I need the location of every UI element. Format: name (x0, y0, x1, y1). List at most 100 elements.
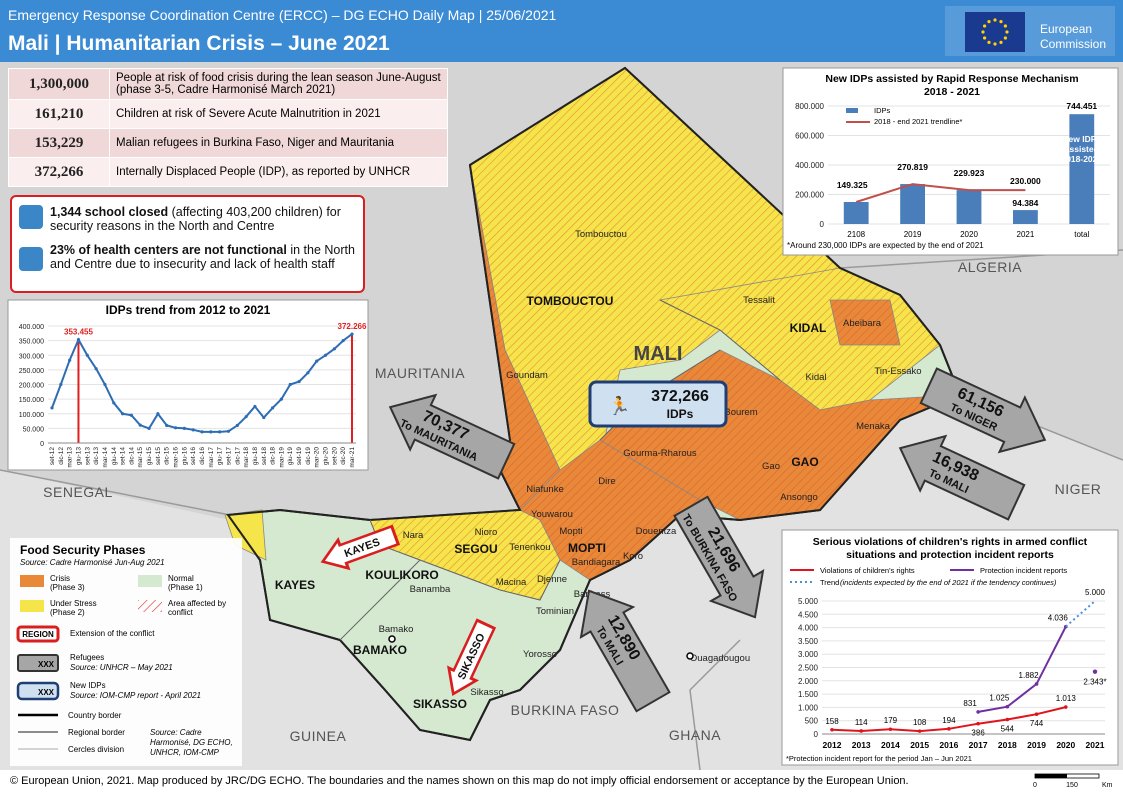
legend-swatch (20, 575, 44, 587)
capital-dot (388, 635, 396, 643)
data-label: 831 (963, 699, 977, 708)
data-label: 179 (884, 716, 898, 725)
legend-source: Source: IOM-CMP report - April 2021 (70, 691, 201, 700)
arrow-shape (673, 495, 765, 619)
conflict-hatch (520, 440, 700, 580)
y-tick-label: 200.000 (795, 191, 824, 200)
legend-credit: Harmonisé, DG ECHO, (150, 738, 233, 747)
figure-text: Malian refugees in Burkina Faso, Niger a… (109, 128, 448, 158)
logo-text: European (1040, 22, 1092, 36)
arrow-shape (898, 434, 1026, 521)
region-label: BAMAKO (353, 643, 407, 657)
figure-value: 161,210 (8, 99, 110, 129)
y-tick-label: 250.000 (19, 368, 44, 375)
data-label: 4.036 (1048, 614, 1069, 623)
eu-star (987, 20, 991, 24)
place-label: Tenenkou (509, 542, 550, 553)
alert-bold: 23% of health centers are not functional (50, 243, 287, 257)
y-tick-label: 350.000 (19, 339, 44, 346)
series-point (976, 710, 980, 714)
data-label: 194 (942, 716, 956, 725)
x-tick-label: mar-13 (67, 447, 74, 468)
place-label: Goundam (506, 370, 548, 381)
place-label: Bamako (379, 624, 414, 635)
figure-value: 1,300,000 (8, 68, 110, 100)
y-tick-label: 800.000 (795, 102, 824, 111)
x-tick-label: mar-16 (173, 447, 180, 468)
country-label: ALGERIA (958, 259, 1022, 275)
legend-label: New IDPs (70, 681, 106, 690)
x-tick-label: giu-17 (217, 447, 224, 465)
legend-label: Refugees (70, 653, 104, 662)
x-tick-label: 2108 (847, 230, 865, 239)
country-label: SENEGAL (43, 484, 113, 500)
trend-point (103, 382, 107, 387)
data-label: 744 (1030, 719, 1044, 728)
x-tick-label: total (1074, 230, 1089, 239)
trend-point (50, 406, 54, 410)
y-tick-label: 3.500 (798, 637, 819, 646)
x-tick-label: giu-19 (287, 447, 294, 465)
x-tick-label: 2019 (1027, 740, 1046, 750)
trend-point (279, 397, 284, 401)
eu-star (1003, 24, 1007, 28)
x-tick-label: dic-14 (128, 447, 135, 465)
place-label: Menaka (856, 421, 891, 432)
y-tick-label: 1.500 (798, 690, 819, 699)
conflict-hatch (830, 300, 900, 345)
y-tick-label: 5.000 (798, 597, 819, 606)
figure-text: People at risk of food crisis during the… (109, 68, 448, 100)
eu-star (987, 40, 991, 44)
x-tick-label: set-16 (190, 447, 197, 465)
y-tick-label: 200.000 (19, 383, 44, 390)
arrow-shape (320, 524, 401, 571)
bar (900, 184, 926, 224)
region-label: SEGOU (454, 542, 497, 556)
trend-point (76, 338, 81, 342)
y-tick-label: 3.000 (798, 650, 819, 659)
header-title: Mali | Humanitarian Crisis – June 2021 (8, 32, 390, 55)
figure-value: 153,229 (8, 128, 110, 158)
x-tick-label: set-18 (261, 447, 268, 465)
legend-source: Source: Cadre Harmonisé Jun-Aug 2021 (20, 558, 165, 567)
data-label: 1.882 (1019, 671, 1040, 680)
bar (843, 201, 869, 224)
trend-point (191, 428, 195, 432)
place-label: Ouagadougou (690, 653, 750, 664)
scale-label: 150 (1066, 782, 1078, 789)
trend-point (226, 429, 231, 433)
y-tick-label: 50.000 (23, 426, 45, 433)
eu-star (999, 20, 1003, 24)
place-label: Djenne (537, 574, 567, 585)
x-tick-label: dic-18 (270, 447, 277, 465)
chart-note: *Protection incident report for the peri… (786, 754, 972, 763)
legend-sub: conflict (168, 608, 194, 617)
x-tick-label: set-19 (296, 447, 303, 465)
x-tick-label: dic-20 (340, 447, 347, 465)
data-label: 114 (855, 718, 868, 727)
place-label: Bandiagara (572, 557, 621, 568)
place-label: Sikasso (470, 687, 503, 698)
legend-label: Crisis (50, 574, 70, 583)
legend-sub: (Phase 1) (168, 583, 203, 592)
x-tick-label: mar-17 (208, 447, 215, 468)
mali-label: MALI (634, 343, 683, 365)
place-label: Macina (496, 577, 527, 588)
place-label: Niafunke (526, 484, 564, 495)
trend-point (262, 415, 266, 420)
bar-annotation: assisted (1065, 144, 1099, 154)
series-point (1005, 717, 1010, 722)
place-label: Nioro (475, 527, 498, 538)
alert-bold: 1,344 school closed (50, 205, 169, 219)
series-point (859, 729, 864, 733)
data-label: 1.013 (1056, 694, 1077, 703)
key-figure-row: 153,229 Malian refugees in Burkina Faso, … (8, 128, 448, 158)
legend-panel (10, 538, 242, 766)
legend-label: IDPs (874, 106, 891, 115)
legend-swatch (138, 575, 162, 587)
x-tick-label: set-13 (84, 447, 91, 465)
